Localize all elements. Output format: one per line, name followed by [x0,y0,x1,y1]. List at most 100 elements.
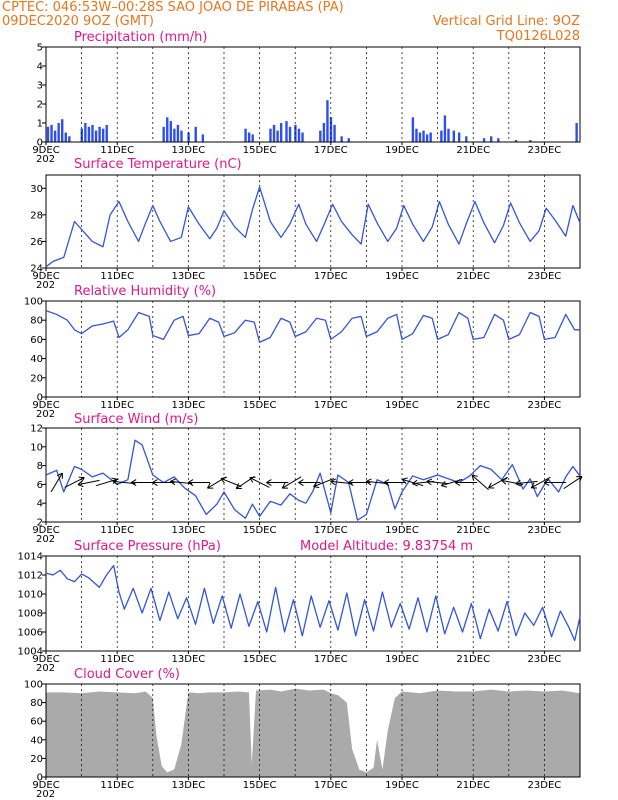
wind-arrow-28 [501,477,524,486]
wind-arrow-head [576,475,583,482]
panel-frame [45,46,581,143]
x-tick-label: 17DEC [314,780,348,791]
precip-bar-30 [279,123,283,142]
y-tick-label: 80 [30,698,43,709]
x-year-label: 202 [36,154,55,165]
x-tick-label: 9DEC [32,780,59,791]
precip-bar-17 [169,121,172,142]
panel-title: Relative Humidity (%) [74,284,216,299]
precip-bar-24 [244,128,247,142]
y-tick-label: 1004 [18,647,43,658]
precip-bar-29 [276,130,279,142]
panel-title: Surface Pressure (hPa) [74,539,221,554]
panel-1: 0 1 2 3 4 5 9DEC 11DEC 13DEC 15DEC 17DEC 19DEC 21DEC… [32,30,581,165]
wind-arrow-head [515,479,522,487]
wind-arrow-head [471,474,478,481]
precip-bar-43 [411,117,415,142]
x-tick-label: 17DEC [314,525,348,536]
y-tick-label: 1012 [18,571,43,582]
wind-arrow-12 [249,476,270,488]
wind-arrow-head [281,482,289,489]
wind-arrow-5 [130,479,154,486]
x-tick-label: 9DEC [32,654,59,665]
precip-bar-19 [176,124,180,142]
wind-arrow-25 [454,479,478,486]
y-tick-label: 20 [30,754,43,765]
x-tick-label: 19DEC [385,271,419,282]
wind-arrow-14 [281,476,302,489]
precip-bar-8 [84,123,87,142]
series-line [45,186,581,268]
wind-arrow-head [530,482,538,489]
precip-bar-34 [297,128,301,142]
precip-bar-11 [94,130,98,142]
y-tick-label: 8 [37,461,43,472]
y-tick-label: 24 [30,264,43,275]
header: CPTEC: 046:53W–00:28S SAO JOAO DE PIRABA… [2,0,580,44]
wind-arrow-2 [77,479,100,488]
wind-arrow-shaft [50,472,63,493]
x-tick-label: 23DEC [528,400,562,411]
precip-bar-12 [98,126,101,142]
precip-bar-56 [490,136,493,142]
precip-bar-27 [269,128,272,142]
wind-arrow-shaft [563,476,583,490]
precip-bar-37 [322,123,326,142]
y-tick-label: 0 [37,773,43,784]
x-tick-label: 13DEC [172,654,206,665]
x-tick-label: 15DEC [243,145,277,156]
precip-bar-2 [53,130,57,142]
x-tick-label: 13DEC [172,780,206,791]
header-grid-line: Vertical Grid Line: 9OZ [433,14,580,29]
x-tick-label: 17DEC [314,271,348,282]
precip-bar-14 [105,124,108,142]
y-tick-label: 2 [37,518,43,529]
wind-arrow-head [412,479,418,487]
precip-bar-3 [57,123,60,142]
precip-bar-48 [429,132,432,142]
x-tick-label: 19DEC [385,525,419,536]
x-tick-label: 9DEC [32,271,59,282]
x-tick-label: 13DEC [172,400,206,411]
y-tick-label: 2 [37,100,43,111]
x-tick-label: 17DEC [314,654,348,665]
x-tick-label: 17DEC [314,145,348,156]
wind-arrow-shaft [530,476,551,489]
wind-arrow-0 [50,472,63,493]
y-tick-label: 1014 [18,552,43,563]
wind-arrow-head [348,479,354,486]
panel-6: 0 20 40 60 80 100 9DEC 11DEC 13DEC 15DEC 17DEC 19DE… [24,667,581,800]
precip-bar-15 [162,126,165,142]
panel-frame [45,555,581,652]
x-tick-label: 15DEC [243,400,277,411]
precip-bar-7 [80,128,83,142]
wind-arrow-head [130,479,137,486]
panel-frame [45,427,581,523]
precip-bar-0 [46,126,50,142]
x-tick-label: 11DEC [100,271,134,282]
precip-bar-36 [319,130,322,142]
panel-frame [45,174,581,269]
y-tick-label: 60 [30,717,43,728]
panel-frame [45,300,581,398]
wind-arrow-shaft [249,477,270,488]
precip-bar-53 [457,132,461,142]
x-tick-label: 21DEC [456,654,490,665]
wind-arrow-30 [530,476,551,489]
precip-bar-6 [68,136,71,142]
precip-bar-52 [452,130,456,142]
y-tick-label: 4 [37,62,43,73]
precip-bar-20 [180,130,183,142]
x-tick-label: 23DEC [528,654,562,665]
precip-bar-31 [285,121,288,142]
precip-bar-42 [347,138,350,142]
y-tick-label: 1010 [18,590,43,601]
y-tick-label: 0 [37,393,43,404]
x-tick-label: 23DEC [528,145,562,156]
wind-arrow-head [170,478,176,486]
wind-arrow-6 [152,479,175,486]
y-tick-label: 60 [30,335,43,346]
wind-arrow-9 [207,476,227,489]
y-tick-label: 20 [30,373,43,384]
